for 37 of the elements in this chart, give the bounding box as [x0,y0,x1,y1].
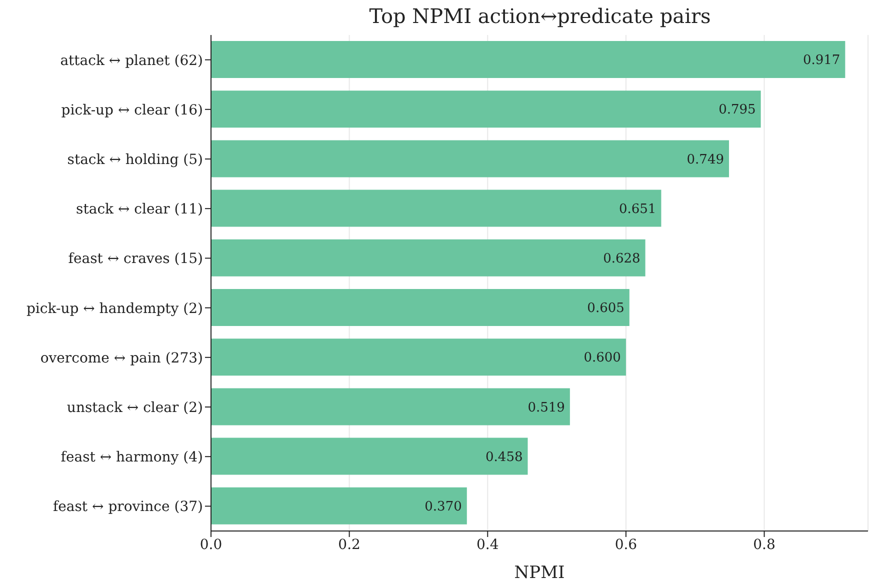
data-label: 0.651 [619,202,656,217]
bar [211,190,662,227]
x-tick-label: 0.0 [200,536,222,553]
chart-title: Top NPMI action↔predicate pairs [368,4,712,28]
bar [211,487,467,524]
bar [211,338,626,376]
x-tick-label: 0.8 [753,536,776,553]
data-label: 0.600 [584,350,621,366]
bar [211,388,570,426]
y-tick-label: overcome ↔ pain (273) [40,350,203,366]
bar [211,438,528,475]
data-label: 0.917 [802,53,840,68]
y-tick-label: unstack ↔ clear (2) [66,400,203,416]
x-axis-title: NPMI [514,563,565,582]
bar [211,90,761,128]
x-tick-label: 0.6 [614,536,638,553]
y-tick-label: pick-up ↔ clear (16) [61,102,203,118]
y-tick-label: feast ↔ harmony (4) [60,450,203,466]
data-label: 0.519 [528,400,565,416]
data-label: 0.749 [686,152,724,168]
data-label: 0.795 [718,102,756,118]
y-tick-label: feast ↔ craves (15) [68,251,203,268]
bar [211,239,646,276]
y-tick-label: stack ↔ holding (5) [67,152,203,168]
data-label: 0.458 [486,450,523,465]
y-tick-label: stack ↔ clear (11) [76,202,203,218]
y-tick-label: feast ↔ province (37) [52,499,203,516]
bar [211,289,630,326]
bar [211,41,846,78]
x-tick-label: 0.2 [338,536,360,553]
bar [211,140,729,178]
data-label: 0.605 [587,301,624,316]
data-label: 0.628 [603,252,640,267]
data-label: 0.370 [424,500,462,515]
x-tick-label: 0.4 [476,536,499,553]
y-tick-label: pick-up ↔ handempty (2) [26,300,203,317]
y-tick-label: attack ↔ planet (62) [60,52,203,69]
